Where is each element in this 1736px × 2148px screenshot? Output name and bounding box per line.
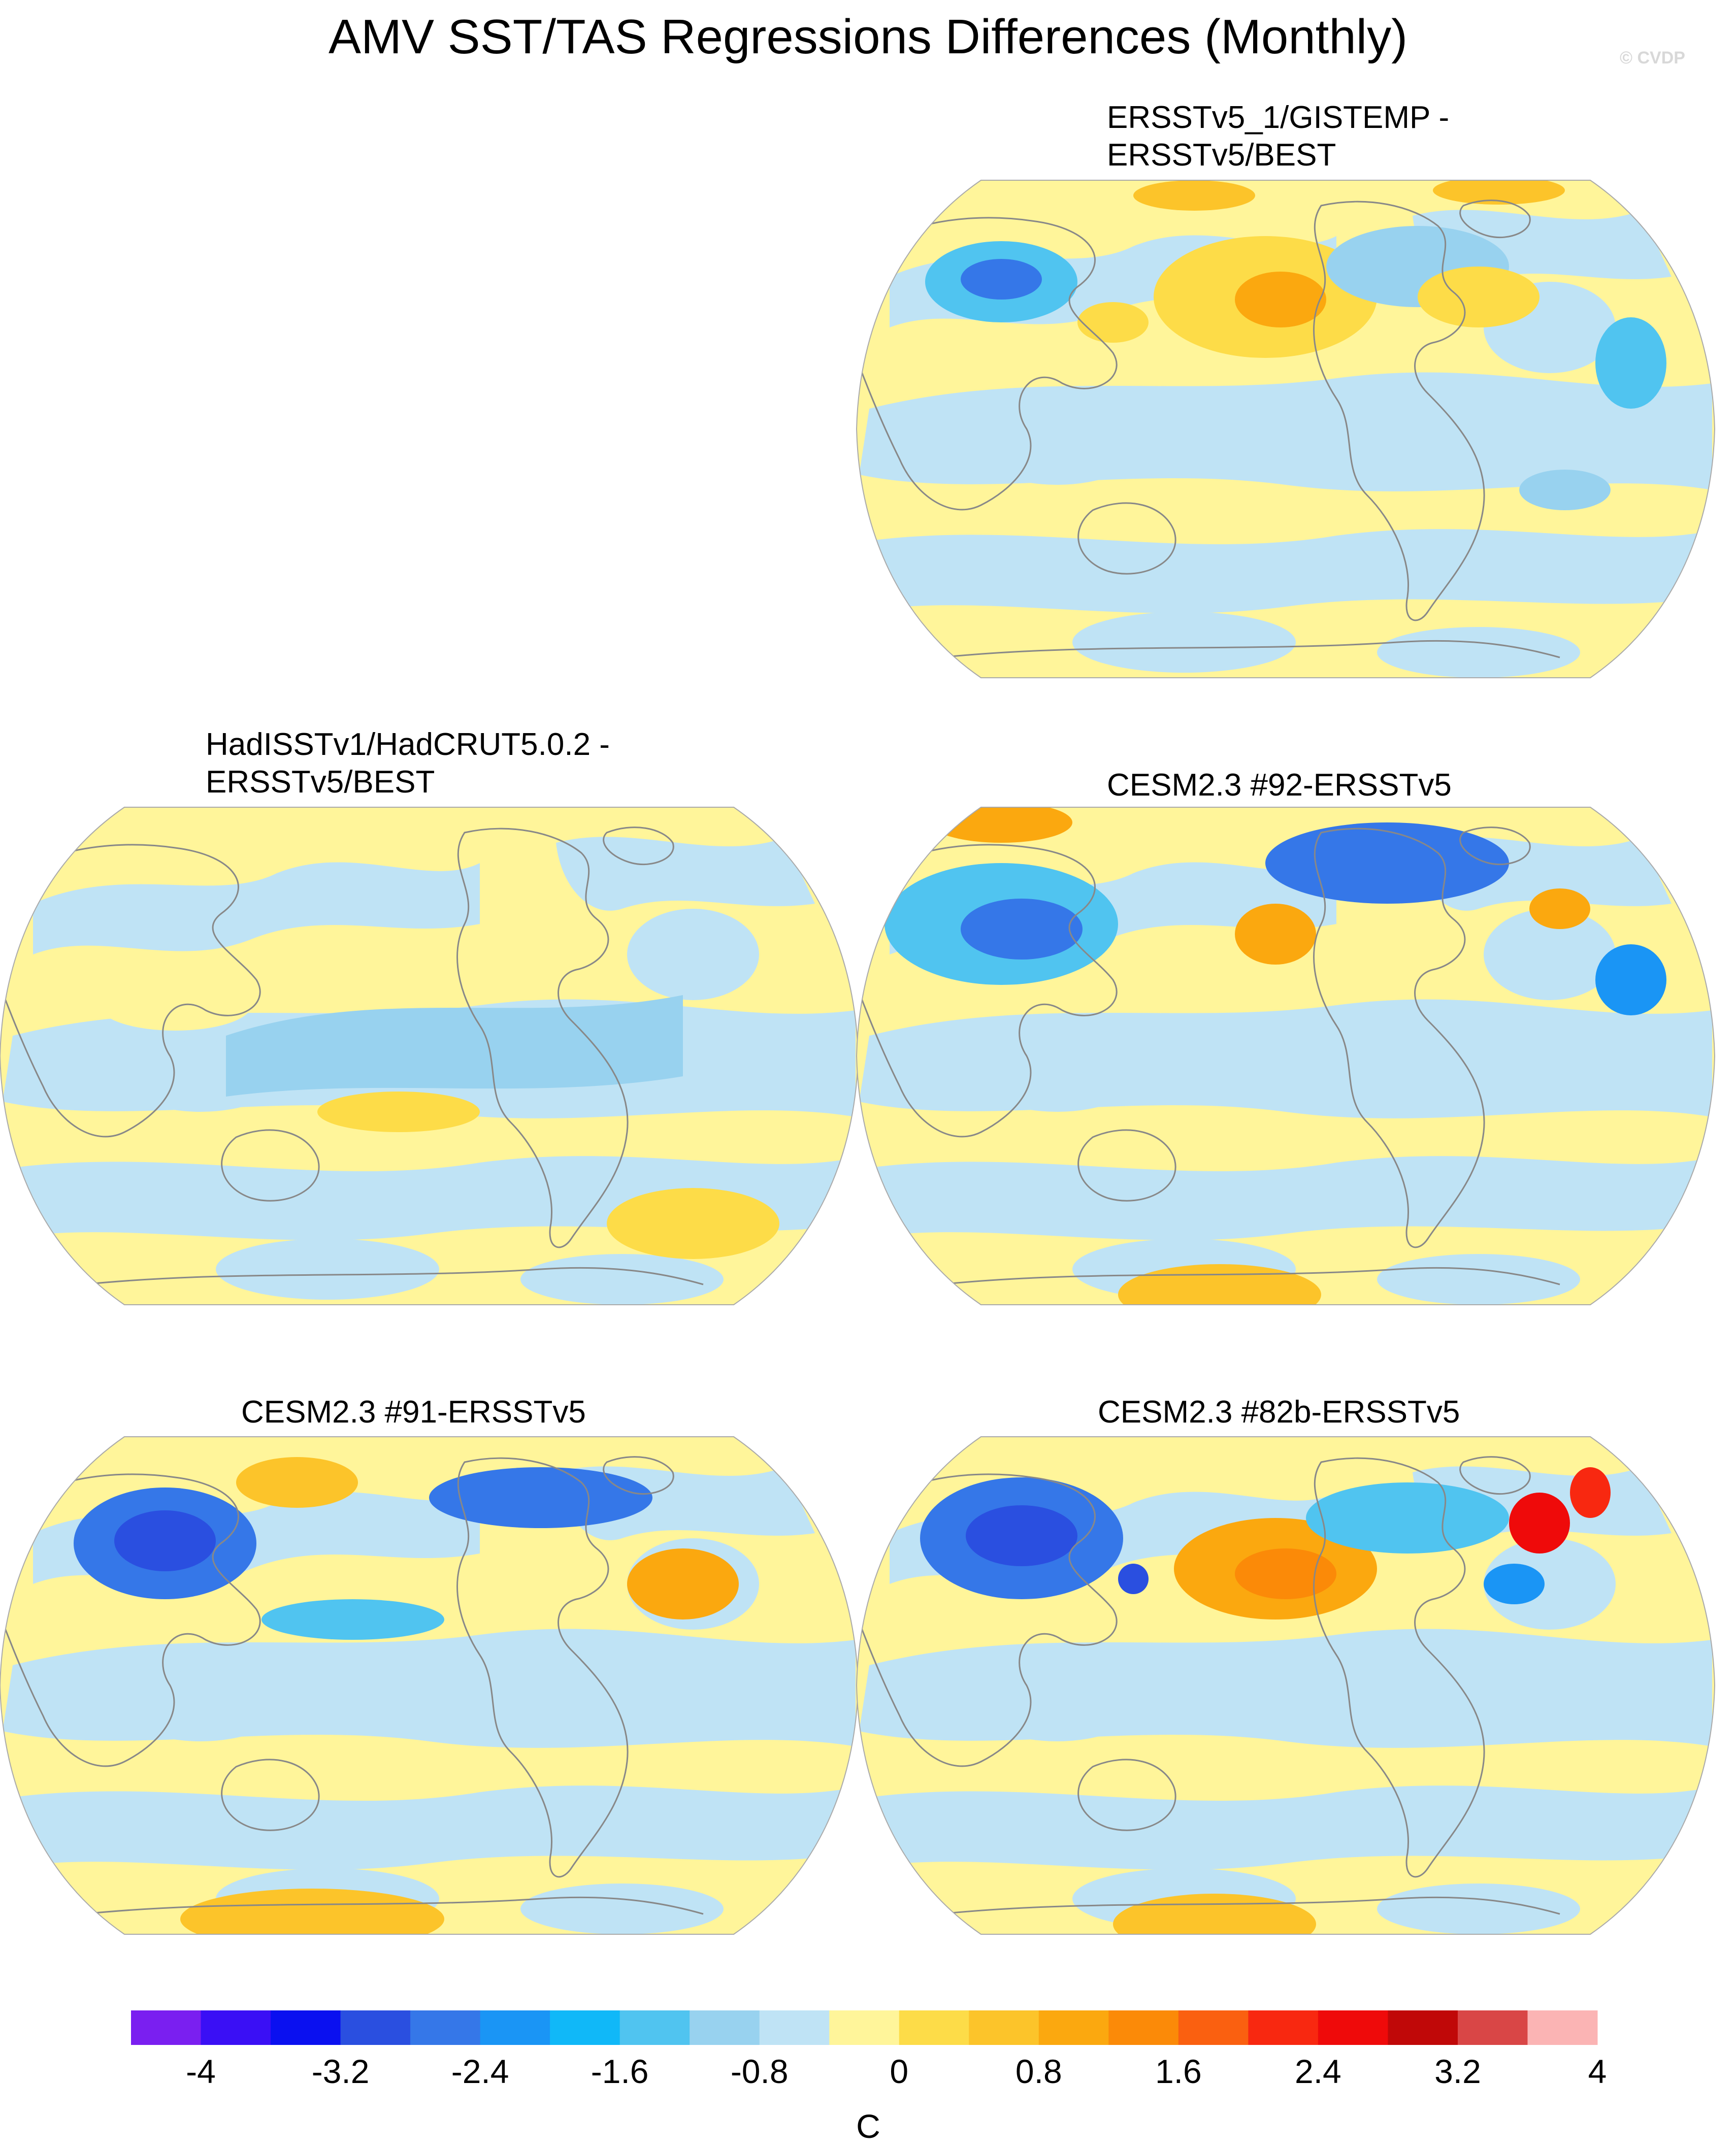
map-panel-hadisst-hadcrut bbox=[0, 806, 859, 1305]
colorbar-swatch bbox=[969, 2010, 1039, 2045]
colorbar-tick-label: 2.4 bbox=[1295, 2053, 1341, 2090]
colorbar-swatch bbox=[619, 2010, 690, 2045]
colorbar-swatch bbox=[271, 2010, 341, 2045]
colorbar-swatch bbox=[1248, 2010, 1319, 2045]
cvdp-watermark: © CVDP bbox=[1620, 48, 1685, 68]
map-panel-ersstv5-gistemp bbox=[856, 179, 1716, 679]
colorbar-tick-label: 1.6 bbox=[1155, 2053, 1202, 2090]
colorbar-swatch bbox=[899, 2010, 969, 2045]
colorbar-tick-label: 0.8 bbox=[1015, 2053, 1062, 2090]
colorbar-tick-label: 4 bbox=[1588, 2053, 1607, 2090]
colorbar-swatch bbox=[1388, 2010, 1458, 2045]
colorbar-swatch bbox=[1178, 2010, 1249, 2045]
colorbar-tick-label: 3.2 bbox=[1434, 2053, 1481, 2090]
panel-title-cesm-82b: CESM2.3 #82b-ERSSTv5 bbox=[1098, 1395, 1460, 1430]
colorbar-tick-label: -2.4 bbox=[451, 2053, 509, 2090]
colorbar-tick-label: -4 bbox=[186, 2053, 216, 2090]
colorbar-swatch bbox=[1457, 2010, 1528, 2045]
map-panel-cesm-91 bbox=[0, 1436, 859, 1935]
colorbar-swatch bbox=[1108, 2010, 1179, 2045]
colorbar-tick-label: -1.6 bbox=[591, 2053, 649, 2090]
colorbar-swatch bbox=[131, 2010, 202, 2045]
colorbar-swatch bbox=[1318, 2010, 1388, 2045]
map-panel-cesm-92 bbox=[856, 806, 1716, 1305]
map-panel-cesm-82b bbox=[856, 1436, 1716, 1935]
colorbar-swatch bbox=[340, 2010, 411, 2045]
colorbar-unit: C bbox=[856, 2107, 880, 2145]
colorbar-swatch bbox=[829, 2010, 900, 2045]
colorbar bbox=[131, 2010, 1598, 2045]
panel-title-ersstv5-gistemp: ERSSTv5_1/GISTEMP - ERSSTv5/BEST bbox=[1107, 100, 1450, 173]
colorbar-swatch bbox=[201, 2010, 271, 2045]
colorbar-swatch bbox=[1038, 2010, 1109, 2045]
colorbar-tick-label: 0 bbox=[890, 2053, 909, 2090]
panel-title-cesm-91: CESM2.3 #91-ERSSTv5 bbox=[241, 1395, 586, 1430]
colorbar-tick-label: -0.8 bbox=[730, 2053, 789, 2090]
colorbar-swatch bbox=[480, 2010, 550, 2045]
main-title: AMV SST/TAS Regressions Differences (Mon… bbox=[328, 10, 1408, 64]
colorbar-tick-label: -3.2 bbox=[311, 2053, 370, 2090]
colorbar-swatch bbox=[550, 2010, 620, 2045]
colorbar-swatch bbox=[410, 2010, 481, 2045]
panel-title-cesm-92: CESM2.3 #92-ERSSTv5 bbox=[1107, 768, 1452, 803]
colorbar-swatch bbox=[1527, 2010, 1598, 2045]
colorbar-swatch bbox=[759, 2010, 830, 2045]
colorbar-swatch bbox=[690, 2010, 760, 2045]
panel-title-hadisst-hadcrut: HadISSTv1/HadCRUT5.0.2 - ERSSTv5/BEST bbox=[206, 727, 610, 800]
